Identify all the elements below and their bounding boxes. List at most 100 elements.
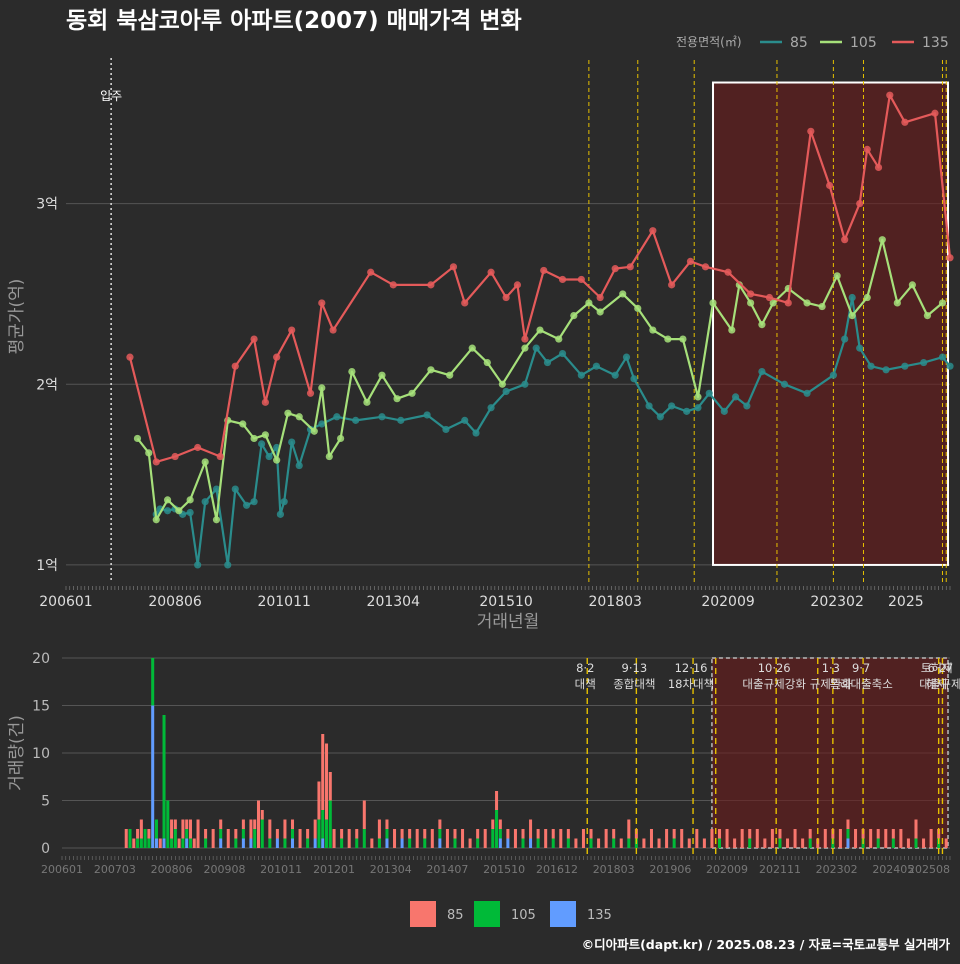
volume-bar — [846, 829, 850, 839]
data-point — [920, 358, 928, 367]
legend-label-105: 105 — [850, 35, 877, 51]
volume-bar — [136, 829, 140, 839]
data-point — [163, 496, 172, 504]
data-point — [856, 344, 864, 352]
volume-bar — [377, 819, 381, 839]
vol-x-tick-label: 200601 — [41, 863, 83, 876]
volume-bar — [226, 829, 230, 848]
data-point — [449, 263, 458, 271]
volume-bar — [453, 838, 457, 848]
volume-bar — [241, 819, 245, 829]
x-tick-label: 200806 — [148, 594, 202, 610]
volume-bar — [498, 829, 502, 839]
volume-bar — [162, 715, 166, 839]
data-point — [901, 362, 909, 370]
vol-x-tick-label: 201304 — [370, 863, 412, 876]
volume-bar — [808, 838, 812, 848]
data-point — [250, 335, 258, 343]
volume-bar — [177, 838, 181, 848]
volume-bar — [876, 829, 880, 839]
data-point — [306, 389, 315, 397]
data-point — [848, 293, 856, 302]
data-point — [250, 434, 258, 443]
policy-label: 6·27 대출규제 — [919, 661, 960, 691]
volume-bar — [740, 829, 744, 848]
volume-bar — [400, 829, 404, 839]
data-point — [265, 452, 273, 461]
legend: 전용면적(㎡) 85 105 135 — [676, 35, 949, 51]
data-point — [250, 498, 258, 506]
volume-bar — [256, 800, 261, 848]
data-point — [513, 281, 522, 289]
vol-legend-label-85: 85 — [447, 908, 464, 923]
data-point — [408, 389, 416, 397]
policy-label: 1·3 규제완화 — [810, 661, 853, 691]
x-tick-label: 2025 — [888, 594, 924, 610]
volume-bar — [612, 829, 616, 839]
volume-bar — [340, 838, 344, 848]
volume-bar — [536, 829, 540, 839]
volume-bar — [241, 829, 245, 839]
y-tick-label: 2억 — [36, 377, 58, 393]
data-point — [664, 335, 672, 343]
data-point — [656, 413, 664, 421]
data-point — [848, 311, 856, 320]
data-point — [649, 227, 657, 235]
chart-title: 동회 북삼코아루 아파트(2007) 매매가격 변화 — [66, 8, 522, 34]
volume-bar — [423, 838, 427, 848]
policy-label: 9·13 종합대책 — [613, 661, 655, 691]
volume-bar — [748, 829, 752, 839]
data-point — [630, 375, 638, 383]
y-tick-label: 3억 — [36, 197, 58, 213]
volume-bar — [695, 829, 699, 848]
data-point — [946, 254, 954, 262]
volume-bar — [154, 838, 158, 848]
data-point — [152, 458, 160, 466]
data-point — [611, 371, 619, 379]
data-point — [558, 275, 567, 284]
data-point — [133, 434, 142, 443]
x-tick-label: 201803 — [588, 594, 641, 610]
data-point — [558, 349, 567, 358]
data-point — [931, 109, 939, 117]
data-point — [540, 266, 548, 275]
policy-label: 12·16 18차대책 — [668, 661, 714, 691]
volume-bar — [680, 829, 684, 848]
data-point — [592, 362, 601, 370]
data-point — [758, 368, 766, 376]
data-point — [856, 199, 864, 208]
data-point — [288, 326, 296, 334]
legend-label-85: 85 — [790, 35, 808, 51]
volume-bar — [672, 829, 676, 839]
volume-bar — [702, 838, 706, 848]
data-point — [863, 145, 871, 153]
data-point — [709, 299, 717, 307]
data-point — [532, 344, 540, 352]
volume-bar — [313, 838, 317, 848]
data-point — [536, 326, 544, 334]
volume-bar — [219, 829, 223, 839]
vol-x-tick-label: 201407 — [426, 863, 468, 876]
volume-bar — [306, 838, 310, 848]
data-point — [893, 299, 901, 307]
volume-bar — [642, 838, 646, 848]
data-point — [596, 293, 604, 302]
volume-bar — [914, 838, 918, 848]
vol-x-tick-label: 201612 — [536, 863, 578, 876]
volume-bar — [321, 838, 325, 848]
data-point — [378, 371, 386, 379]
vol-y-tick-label: 0 — [41, 841, 50, 857]
volume-bar — [139, 819, 143, 839]
data-point — [389, 281, 397, 289]
policy-label: 9·7 특례대출축소 — [829, 661, 892, 691]
volume-bar — [355, 838, 359, 848]
volume-bar — [604, 829, 608, 848]
volume-bar — [672, 838, 676, 848]
data-point — [878, 236, 886, 244]
volume-bar — [914, 819, 918, 839]
data-point — [807, 127, 815, 135]
data-point — [596, 308, 604, 316]
volume-chart: 0 5 10 15 20 8·2 대책 9·13 종합대책 12·16 18차대책 10·26 대출규제… — [7, 651, 960, 927]
data-point — [242, 501, 251, 509]
